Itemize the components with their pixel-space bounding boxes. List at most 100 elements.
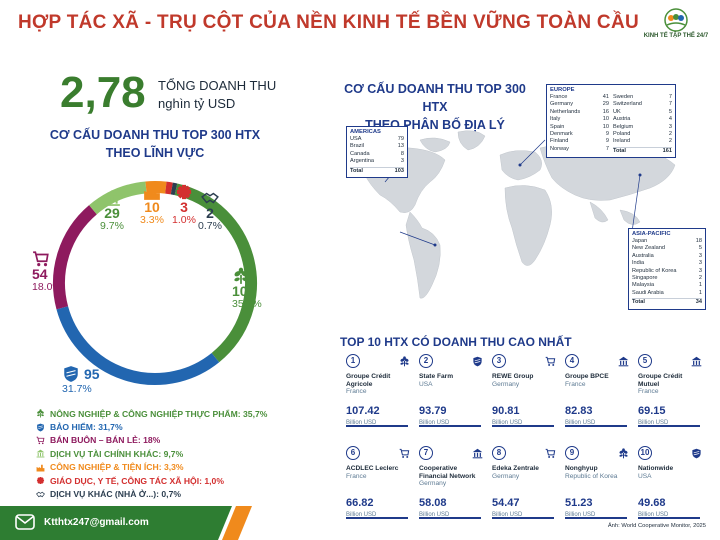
slice-value: 2 (206, 205, 214, 221)
contact-email[interactable]: Ktthtx247@gmail.com (44, 517, 149, 528)
factory-icon (144, 186, 160, 200)
region-row: Ireland 2 (613, 138, 672, 145)
plant-icon (400, 356, 409, 367)
top10-title: TOP 10 HTX CÓ DOANH THU CAO NHẤT (340, 335, 572, 349)
slice-value: 107 (232, 283, 256, 299)
region-title: EUROPE (550, 87, 575, 93)
coop-name: Edeka Zentrale Germany (492, 465, 552, 480)
coop-revenue: 58.08 (419, 497, 447, 509)
sector-legend: NÔNG NGHIỆP & CÔNG NGHIỆP THỰC PHẨM: 35,… (36, 407, 267, 501)
legend-label: BẢO HIỂM: 31,7% (50, 422, 123, 433)
region-title: ASIA-PACIFIC (632, 231, 671, 237)
cart-icon (545, 356, 556, 366)
rank-badge: 3 (492, 354, 506, 368)
coop-country: Germany (492, 380, 520, 388)
region-row: France 41 (550, 94, 609, 100)
region-row: UK 5 (613, 108, 672, 115)
coop-name: Nationwide USA (638, 465, 698, 480)
legend-item: NÔNG NGHIỆP & CÔNG NGHIỆP THỰC PHẨM: 35,… (36, 407, 267, 420)
legend-item: BÁN BUÔN – BÁN LẺ: 18% (36, 434, 267, 447)
rank-badge: 2 (419, 354, 433, 368)
coop-name: Groupe BPCE France (565, 373, 625, 388)
coop-unit: Billion USD (565, 512, 596, 518)
rank-badge: 9 (565, 446, 579, 460)
rank-badge: 8 (492, 446, 506, 460)
region-row: USA 79 (350, 136, 404, 142)
region-row: Finland 9 (550, 138, 609, 145)
coop-country: France (565, 380, 586, 388)
card-divider (346, 517, 408, 519)
region-row: Canada 8 (350, 150, 404, 157)
region-row: Belgium 3 (613, 123, 672, 130)
legend-item: GIÁO DỤC, Y TẾ, CÔNG TÁC XÃ HỘI: 1,0% (36, 474, 267, 487)
legend-item: BẢO HIỂM: 31,7% (36, 420, 267, 433)
coop-country: Germany (419, 480, 447, 488)
top10-card: 10 Nationwide USA 49.68 Billion USD (638, 446, 706, 519)
coop-country: Republic of Korea (565, 472, 618, 480)
top10-card: 6 ACDLEC Leclerc France 66.82 Billion USD (346, 446, 414, 519)
top10-card: 1 Groupe Crédit Agricole France 107.42 Billi… (346, 354, 414, 427)
legend-label: NÔNG NGHIỆP & CÔNG NGHIỆP THỰC PHẨM: 35,… (50, 408, 268, 419)
region-row: Argentina 3 (350, 158, 404, 165)
shield-icon (692, 448, 701, 459)
rank-badge: 1 (346, 354, 360, 368)
coop-unit: Billion USD (638, 512, 669, 518)
donut-slice-label: 10 3.3% (132, 183, 172, 227)
coop-unit: Billion USD (638, 420, 669, 426)
cart-icon (545, 448, 556, 458)
top10-card: 9 Nonghyup Republic of Korea 51.23 Billion U… (565, 446, 633, 519)
slice-value: 54 (32, 266, 48, 282)
slice-value: 95 (84, 365, 100, 382)
coop-revenue: 69.15 (638, 405, 666, 417)
region-row: Switzerland 7 (613, 101, 672, 108)
coop-unit: Billion USD (346, 512, 377, 518)
region-row: Republic of Korea 3 (632, 267, 702, 274)
slice-value: 3 (180, 199, 188, 215)
slice-percent: 3.3% (140, 214, 164, 226)
bank-icon (472, 448, 483, 459)
donut-slice (56, 306, 220, 385)
region-row: Poland 2 (613, 131, 672, 138)
cart-icon (399, 448, 410, 458)
region-row: Total 34 (632, 298, 702, 306)
coop-name: Groupe Crédit Mutuel France (638, 373, 698, 396)
region-row: Spain 10 (550, 123, 609, 130)
bank-icon (104, 190, 120, 206)
top10-card: 8 Edeka Zentrale Germany 54.47 Billion USD (492, 446, 560, 519)
top10-card: 3 REWE Group Germany 90.81 Billion USD (492, 354, 560, 427)
coop-revenue: 93.79 (419, 405, 447, 417)
coop-revenue: 82.83 (565, 405, 593, 417)
total-revenue-label: TỔNG DOANH THU (158, 78, 277, 93)
medical-icon (36, 477, 45, 485)
region-box-americas: AMERICAS USA 79 Brazil 13 Canada 8 Argentina 3 To… (346, 126, 408, 179)
source-note: Ảnh: World Cooperative Monitor, 2025 (607, 523, 706, 529)
card-divider (565, 517, 627, 519)
bank-icon (691, 356, 702, 367)
region-row: Singapore 2 (632, 275, 702, 282)
region-row: Total 103 (350, 166, 404, 174)
coop-name: REWE Group Germany (492, 373, 552, 388)
region-row: India 3 (632, 260, 702, 267)
region-row: Australia 3 (632, 252, 702, 259)
donut-slice-label: 3 1.0% (164, 183, 204, 227)
legend-label: DỊCH VỤ KHÁC (NHÀ Ở...): 0,7% (50, 489, 181, 500)
card-divider (492, 425, 554, 427)
coop-revenue: 51.23 (565, 497, 593, 509)
slice-percent: 18.0% (32, 281, 62, 293)
coop-revenue: 90.81 (492, 405, 520, 417)
card-divider (419, 517, 481, 519)
region-row: Austria 4 (613, 116, 672, 123)
bank-icon (618, 356, 629, 367)
donut-slice-label: 29 9.7% (92, 189, 132, 233)
coop-country: France (638, 388, 659, 396)
region-row: New Zealand 5 (632, 245, 702, 252)
donut-slice-label: 54 18.0% (32, 250, 72, 294)
region-row: Netherlands 16 (550, 108, 609, 115)
legend-label: CÔNG NGHIỆP & TIỆN ÍCH: 3,3% (50, 462, 184, 473)
donut-slice-label: 107 35.7% (232, 267, 272, 311)
slice-percent: 1.0% (172, 214, 196, 226)
sector-title-line1: CƠ CẤU DOANH THU TOP 300 HTX (49, 128, 261, 142)
coop-name: Nonghyup Republic of Korea (565, 465, 625, 480)
coop-name: Groupe Crédit Agricole France (346, 373, 406, 396)
medical-icon (176, 184, 192, 200)
